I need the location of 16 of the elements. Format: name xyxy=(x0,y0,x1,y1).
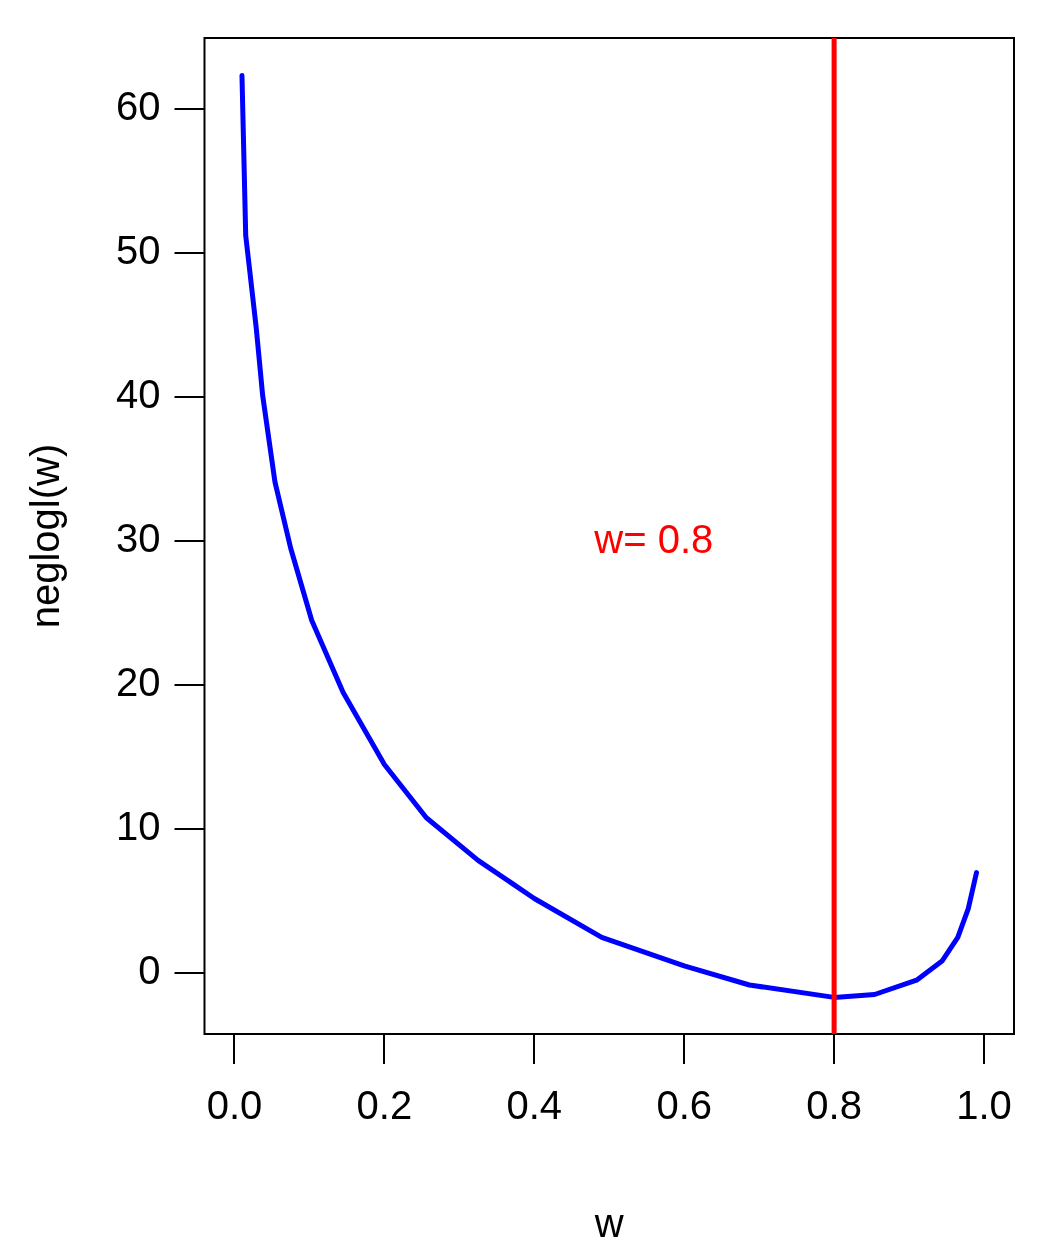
x-tick-label: 0.4 xyxy=(506,1083,563,1128)
x-tick-label: 0.6 xyxy=(656,1083,713,1128)
x-tick-label: 0.2 xyxy=(356,1083,413,1128)
annotation: w= 0.8 xyxy=(593,517,714,562)
y-axis-title: neglogl(w) xyxy=(23,443,68,629)
x-tick-label: 1.0 xyxy=(956,1083,1012,1128)
y-tick-label: 50 xyxy=(115,227,161,272)
y-tick-label: 0 xyxy=(138,948,161,993)
y-tick-label: 30 xyxy=(115,516,161,561)
y-tick-label: 60 xyxy=(115,83,161,128)
x-tick-label: 0.8 xyxy=(806,1083,862,1128)
y-tick-label: 20 xyxy=(115,660,161,705)
x-tick-label: 0.0 xyxy=(206,1083,263,1128)
y-tick-label: 10 xyxy=(115,804,161,849)
y-tick-label: 40 xyxy=(115,371,161,416)
x-axis-title: w xyxy=(593,1201,624,1246)
